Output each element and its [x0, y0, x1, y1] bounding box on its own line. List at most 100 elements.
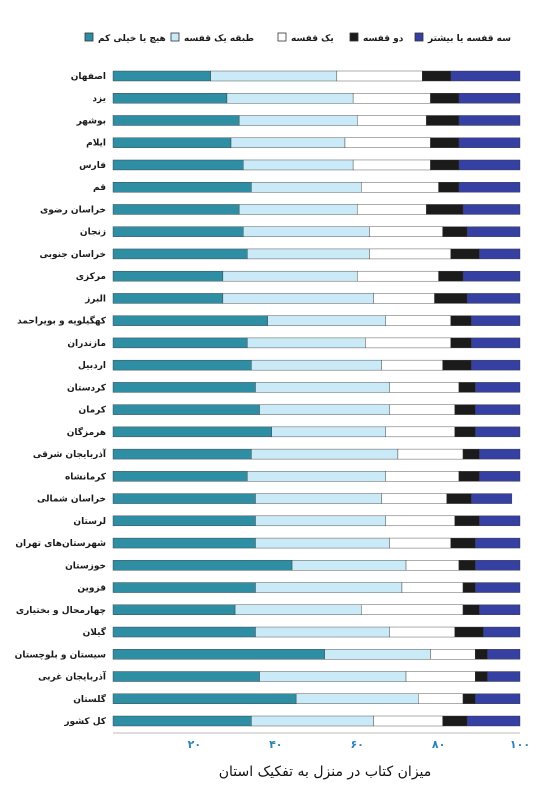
legend-swatch [277, 32, 287, 42]
bar-segment [247, 471, 386, 482]
category-label: کردستان [67, 383, 107, 393]
bar-segment [381, 493, 447, 504]
bar-segment [466, 715, 521, 727]
bar-segment [385, 471, 460, 482]
bar-segment [369, 248, 452, 260]
category-label: کرمانشاه [65, 472, 107, 482]
bar-segment [385, 426, 456, 438]
bar-segment [458, 471, 480, 482]
category-label: زنجان [80, 228, 106, 238]
category-label: هرمزگان [67, 426, 106, 438]
legend-label: دو قفسه [363, 34, 404, 44]
legend-swatch [414, 32, 424, 42]
bar-segment [234, 604, 362, 615]
bar-segment [430, 649, 476, 660]
bar-segment [470, 337, 521, 349]
bar-segment [112, 359, 252, 371]
bar-segment [479, 515, 521, 527]
bar-segment [422, 70, 452, 82]
bar-segment [458, 93, 521, 104]
bar-segment [458, 382, 476, 393]
category-label: البرز [84, 294, 106, 304]
bar-segment [487, 671, 521, 682]
bar-segment [446, 493, 472, 504]
bar-segment [458, 159, 521, 171]
category-label: خراسان جنوبی [39, 250, 106, 260]
bar-segment [470, 359, 521, 371]
legend-label: سه قفسه یا بیشتر [427, 34, 511, 44]
bar-segment [475, 382, 521, 393]
bar-segment [462, 582, 476, 593]
x-tick-label: ۱۰۰ [510, 738, 530, 751]
category-label: فارس [79, 161, 106, 171]
bar-segment [112, 560, 293, 571]
bar-segment [458, 560, 476, 571]
bar-segment [373, 715, 443, 727]
bar-segment [271, 426, 386, 438]
bar-segment [255, 493, 382, 504]
category-labels: اصفهان یزد بوشهر ایلام فارس قم خراسان رضوی زنجا… [15, 72, 107, 727]
bar-segment [112, 182, 252, 193]
bar-segment [295, 693, 419, 704]
bar-segment [112, 204, 240, 215]
bar-segment [365, 337, 452, 349]
bar-segment [259, 671, 407, 682]
bar-segment [112, 404, 260, 415]
category-label: قم [93, 183, 106, 193]
category-label: آذربایجان شرقی [33, 448, 107, 460]
bar-segment [112, 248, 248, 260]
bar-segment [475, 671, 488, 682]
bar-segment [454, 404, 476, 415]
x-tick-label: ۴۰ [269, 738, 282, 751]
bar-segment [112, 448, 252, 460]
bar-segment [454, 426, 476, 438]
bar-segment [418, 693, 464, 704]
category-label: شهرستان‌های تهران [15, 539, 106, 549]
bar-segment [434, 293, 468, 304]
bar-segment [255, 537, 390, 549]
bar-segment [385, 315, 452, 326]
bar-segment [357, 115, 427, 126]
bar-segment [454, 515, 480, 527]
bar-segment [112, 604, 236, 615]
bar-segment [405, 671, 476, 682]
bar-segment [466, 293, 521, 304]
bar-segment [112, 137, 232, 148]
category-label: گیلان [83, 626, 107, 638]
bar-segment [251, 359, 382, 371]
bar-segment [357, 270, 439, 282]
bar-segment [450, 537, 476, 549]
category-label: یزد [92, 94, 106, 104]
bar-segment [373, 293, 435, 304]
legend-swatch [349, 32, 359, 42]
bar-segment [389, 404, 456, 415]
bar-segment [251, 715, 374, 727]
category-label: مرکزی [76, 272, 106, 282]
category-label: کرمان [79, 406, 107, 416]
bar-segment [462, 270, 521, 282]
bar-segment [466, 226, 521, 237]
bar-segment [475, 649, 488, 660]
legend-label: طبقه یک قفسه [184, 34, 254, 44]
bar-segment [475, 693, 521, 704]
category-label: گلستان [73, 693, 107, 705]
bar-segment [112, 649, 325, 660]
bar-segment [405, 560, 460, 571]
bar-segment [243, 159, 354, 171]
category-label: خراسان شمالی [37, 495, 106, 505]
category-label: سیستان و بلوچستان [15, 650, 107, 660]
bar-segment [397, 448, 464, 460]
bar-segment [381, 359, 443, 371]
bar-segment [259, 404, 390, 415]
bar-segment [470, 493, 513, 504]
bar-segment [458, 115, 521, 126]
bar-segment [112, 626, 256, 638]
bar-segment [336, 70, 423, 82]
bars [112, 70, 521, 727]
bar-segment [438, 182, 460, 193]
bar-segment [112, 337, 248, 349]
bar-segment [479, 604, 521, 615]
bar-segment [479, 471, 521, 482]
bar-segment [442, 715, 468, 727]
